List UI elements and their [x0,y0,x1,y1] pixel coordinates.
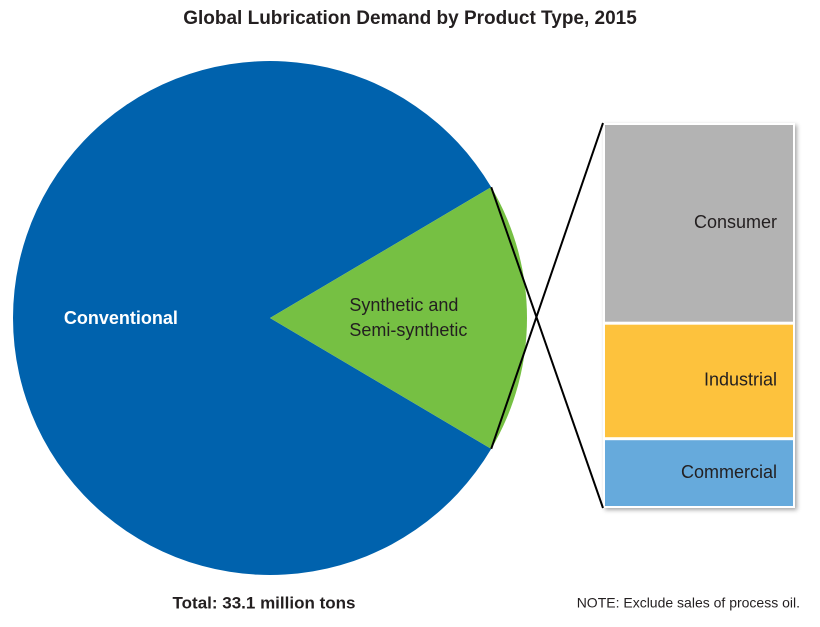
note: NOTE: Exclude sales of process oil. [577,595,800,611]
slice-label-box: Synthetic and Semi-synthetic [349,295,468,340]
slice-label: Conventional [63,307,178,328]
chart-title: Global Lubrication Demand by Product Typ… [183,8,637,29]
connector [490,122,604,450]
segment-label: Industrial [704,370,777,390]
pie-slice [13,61,492,576]
slice-label-box: Conventional [63,307,178,328]
bar-segment [605,125,793,322]
segment-label: Consumer [694,212,777,232]
bar-segment [605,440,793,506]
total-label: Total: 33.1 million tons [173,593,356,612]
slice-label: Synthetic and Semi-synthetic [349,295,468,340]
breakdown-bar [603,123,795,508]
connector [490,186,604,509]
pie-slice [270,187,527,449]
bar-segment [605,324,793,438]
segment-label: Commercial [681,462,777,482]
